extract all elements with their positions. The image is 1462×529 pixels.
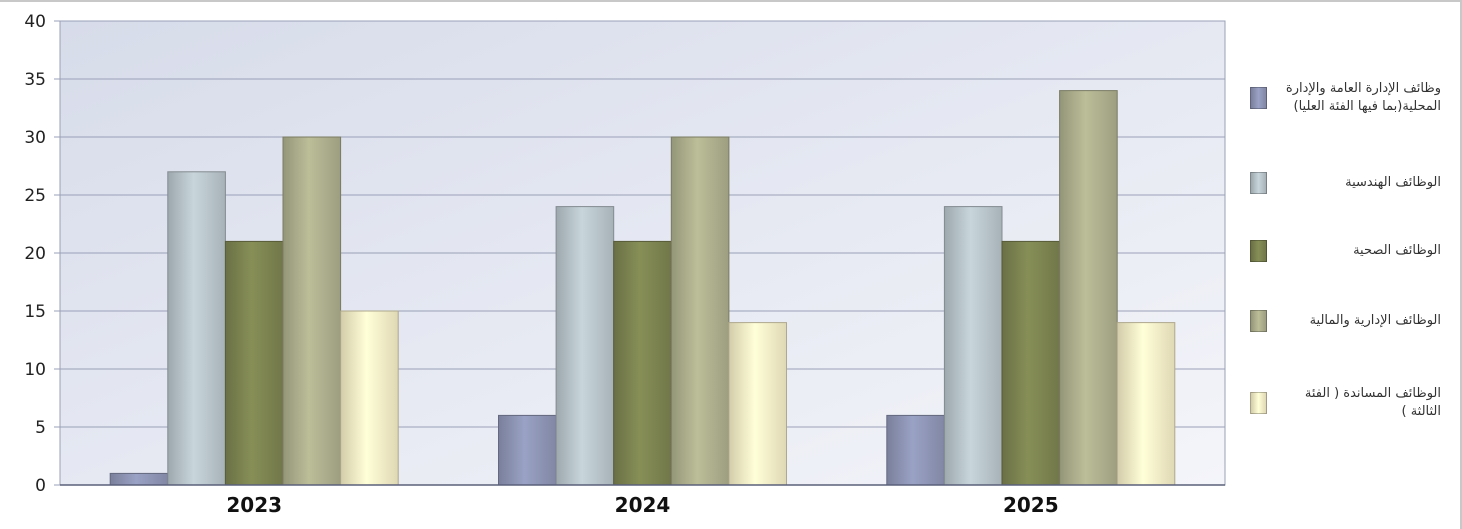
legend-item: الوظائف الصحية — [1250, 240, 1450, 262]
x-category-label: 2023 — [226, 493, 282, 517]
bar-2024-series-4 — [670, 136, 730, 486]
bar-2025-series-5 — [1116, 322, 1176, 486]
legend-label: الوظائف الهندسية — [1345, 175, 1441, 190]
bar-2023-series-1 — [109, 472, 169, 486]
x-category-label: 2025 — [1003, 493, 1059, 517]
x-axis: 2023 2024 2025 — [60, 484, 1225, 517]
y-axis: 0 5 10 15 20 25 30 35 40 — [24, 12, 46, 496]
bar-2025-series-4 — [1059, 90, 1118, 486]
y-tick-label: 30 — [24, 128, 46, 148]
legend-item: الوظائف الهندسية — [1250, 172, 1450, 194]
bar-2025-series-3 — [1001, 240, 1061, 486]
legend-swatch — [1250, 240, 1267, 262]
legend-label: الوظائف المساندة ( الفئة الثالثة ) — [1304, 386, 1441, 419]
y-tick-label: 15 — [24, 302, 46, 322]
legend-item: الوظائف الإدارية والمالية — [1250, 310, 1450, 332]
legend-swatch — [1250, 310, 1267, 332]
y-tick-label: 40 — [24, 12, 46, 32]
legend-swatch — [1250, 172, 1267, 194]
x-category-label: 2024 — [615, 493, 671, 517]
legend-label: الوظائف الإدارية والمالية — [1309, 313, 1441, 328]
bar-2023-series-3 — [224, 240, 284, 486]
y-tick-label: 10 — [24, 360, 46, 380]
bar-2023-series-2 — [167, 171, 226, 486]
legend-swatch — [1250, 87, 1267, 109]
bar-2024-series-5 — [728, 322, 788, 486]
y-tick-label: 5 — [35, 418, 46, 438]
y-tick-label: 0 — [35, 476, 46, 496]
y-tick-label: 35 — [24, 70, 46, 90]
bar-2023-series-5 — [340, 310, 399, 486]
bar-2025-series-1 — [886, 414, 945, 486]
y-tick-label: 25 — [24, 186, 46, 206]
legend-label: الوظائف الصحية — [1353, 243, 1441, 258]
legend-item: الوظائف المساندة ( الفئة الثالثة ) — [1250, 385, 1450, 421]
legend-swatch — [1250, 392, 1267, 414]
y-tick-label: 20 — [24, 244, 46, 264]
bar-2024-series-2 — [555, 206, 615, 486]
legend-label: وظائف الإدارة العامة والإدارة المحلية(بم… — [1285, 81, 1441, 114]
bar-2025-series-2 — [943, 206, 1003, 486]
bar-2024-series-1 — [498, 414, 557, 486]
bar-2024-series-3 — [613, 240, 672, 486]
legend-item: وظائف الإدارة العامة والإدارة المحلية(بم… — [1250, 80, 1450, 116]
bar-2023-series-4 — [282, 136, 342, 486]
bars — [109, 90, 1176, 486]
